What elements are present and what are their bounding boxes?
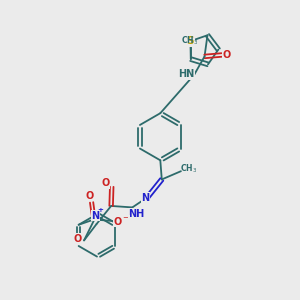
Text: O: O [223, 50, 231, 60]
Text: CH$_3$: CH$_3$ [181, 34, 198, 46]
Text: O: O [86, 191, 94, 201]
Text: HN: HN [178, 69, 194, 79]
Text: S: S [187, 36, 194, 46]
Text: CH$_3$: CH$_3$ [180, 163, 197, 175]
Text: N: N [91, 211, 99, 221]
Text: O: O [101, 178, 110, 188]
Text: O: O [74, 234, 82, 244]
Text: NH: NH [128, 209, 144, 219]
Text: O$^-$: O$^-$ [113, 215, 130, 227]
Text: N: N [141, 193, 149, 203]
Text: +: + [98, 207, 103, 213]
